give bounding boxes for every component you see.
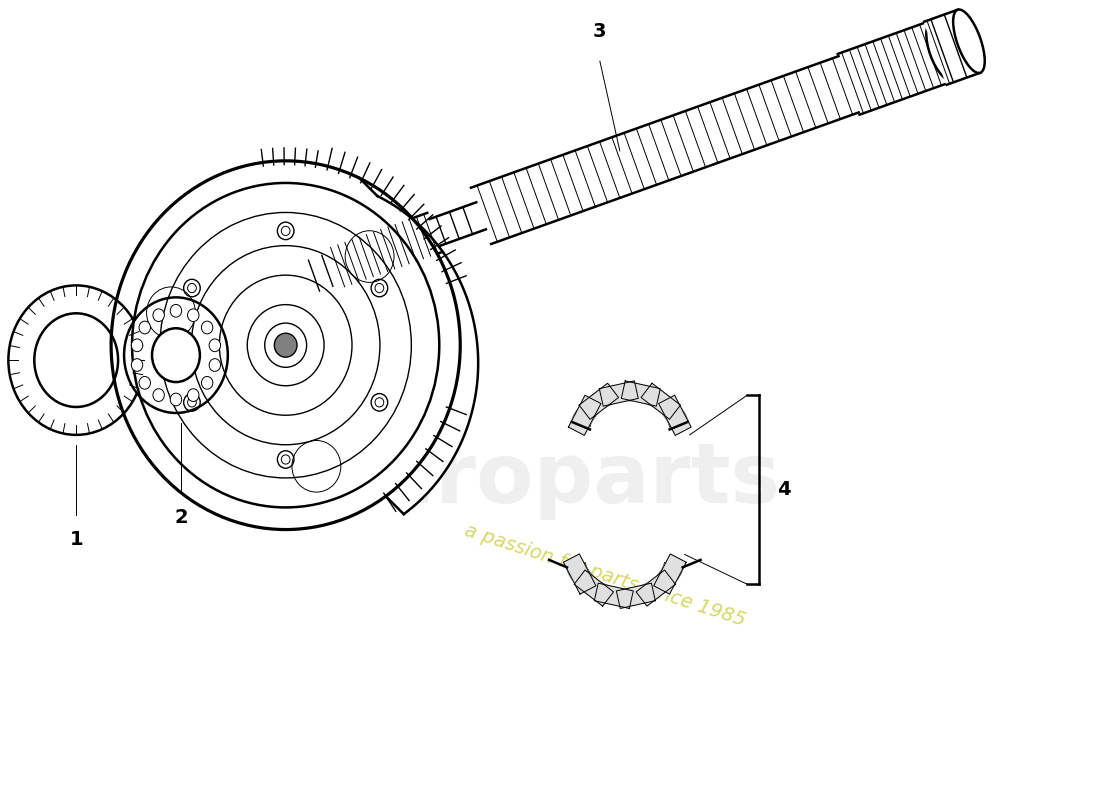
Polygon shape xyxy=(600,381,638,406)
Polygon shape xyxy=(838,21,953,114)
Polygon shape xyxy=(621,381,660,406)
Ellipse shape xyxy=(371,279,387,297)
Ellipse shape xyxy=(277,222,294,240)
Ellipse shape xyxy=(131,339,143,352)
Text: 1: 1 xyxy=(69,530,82,549)
Ellipse shape xyxy=(926,21,958,81)
Text: 4: 4 xyxy=(778,480,791,499)
Ellipse shape xyxy=(139,377,151,389)
Ellipse shape xyxy=(170,305,182,317)
Text: europarts: europarts xyxy=(319,439,781,520)
Polygon shape xyxy=(574,570,614,606)
Polygon shape xyxy=(471,56,859,244)
Polygon shape xyxy=(563,554,596,594)
Ellipse shape xyxy=(184,279,200,297)
Ellipse shape xyxy=(131,358,143,371)
Ellipse shape xyxy=(139,321,151,334)
Polygon shape xyxy=(566,563,683,604)
Polygon shape xyxy=(659,395,691,435)
Text: a passion for parts since 1985: a passion for parts since 1985 xyxy=(462,521,748,630)
Ellipse shape xyxy=(9,286,144,435)
Polygon shape xyxy=(641,383,681,419)
Ellipse shape xyxy=(170,393,182,406)
Text: 2: 2 xyxy=(174,508,188,526)
Ellipse shape xyxy=(188,309,199,322)
Ellipse shape xyxy=(953,10,984,73)
Ellipse shape xyxy=(152,328,200,382)
Ellipse shape xyxy=(188,389,199,402)
Ellipse shape xyxy=(371,394,387,411)
Ellipse shape xyxy=(274,334,297,357)
Polygon shape xyxy=(616,583,656,609)
Ellipse shape xyxy=(111,161,460,530)
Polygon shape xyxy=(924,10,980,85)
Polygon shape xyxy=(594,583,634,609)
Polygon shape xyxy=(360,178,478,514)
Polygon shape xyxy=(327,213,441,288)
Polygon shape xyxy=(569,395,601,435)
Ellipse shape xyxy=(153,389,164,402)
Ellipse shape xyxy=(201,321,212,334)
Polygon shape xyxy=(295,253,340,296)
Ellipse shape xyxy=(153,309,164,322)
Ellipse shape xyxy=(201,377,212,389)
Ellipse shape xyxy=(277,450,294,468)
Ellipse shape xyxy=(184,394,200,411)
Ellipse shape xyxy=(209,358,221,371)
Text: 3: 3 xyxy=(593,22,606,42)
Ellipse shape xyxy=(124,298,228,413)
Ellipse shape xyxy=(209,339,221,352)
Polygon shape xyxy=(579,383,618,419)
Polygon shape xyxy=(572,385,688,426)
Ellipse shape xyxy=(34,314,118,407)
Polygon shape xyxy=(636,570,675,606)
Polygon shape xyxy=(429,202,486,246)
Polygon shape xyxy=(653,554,686,594)
